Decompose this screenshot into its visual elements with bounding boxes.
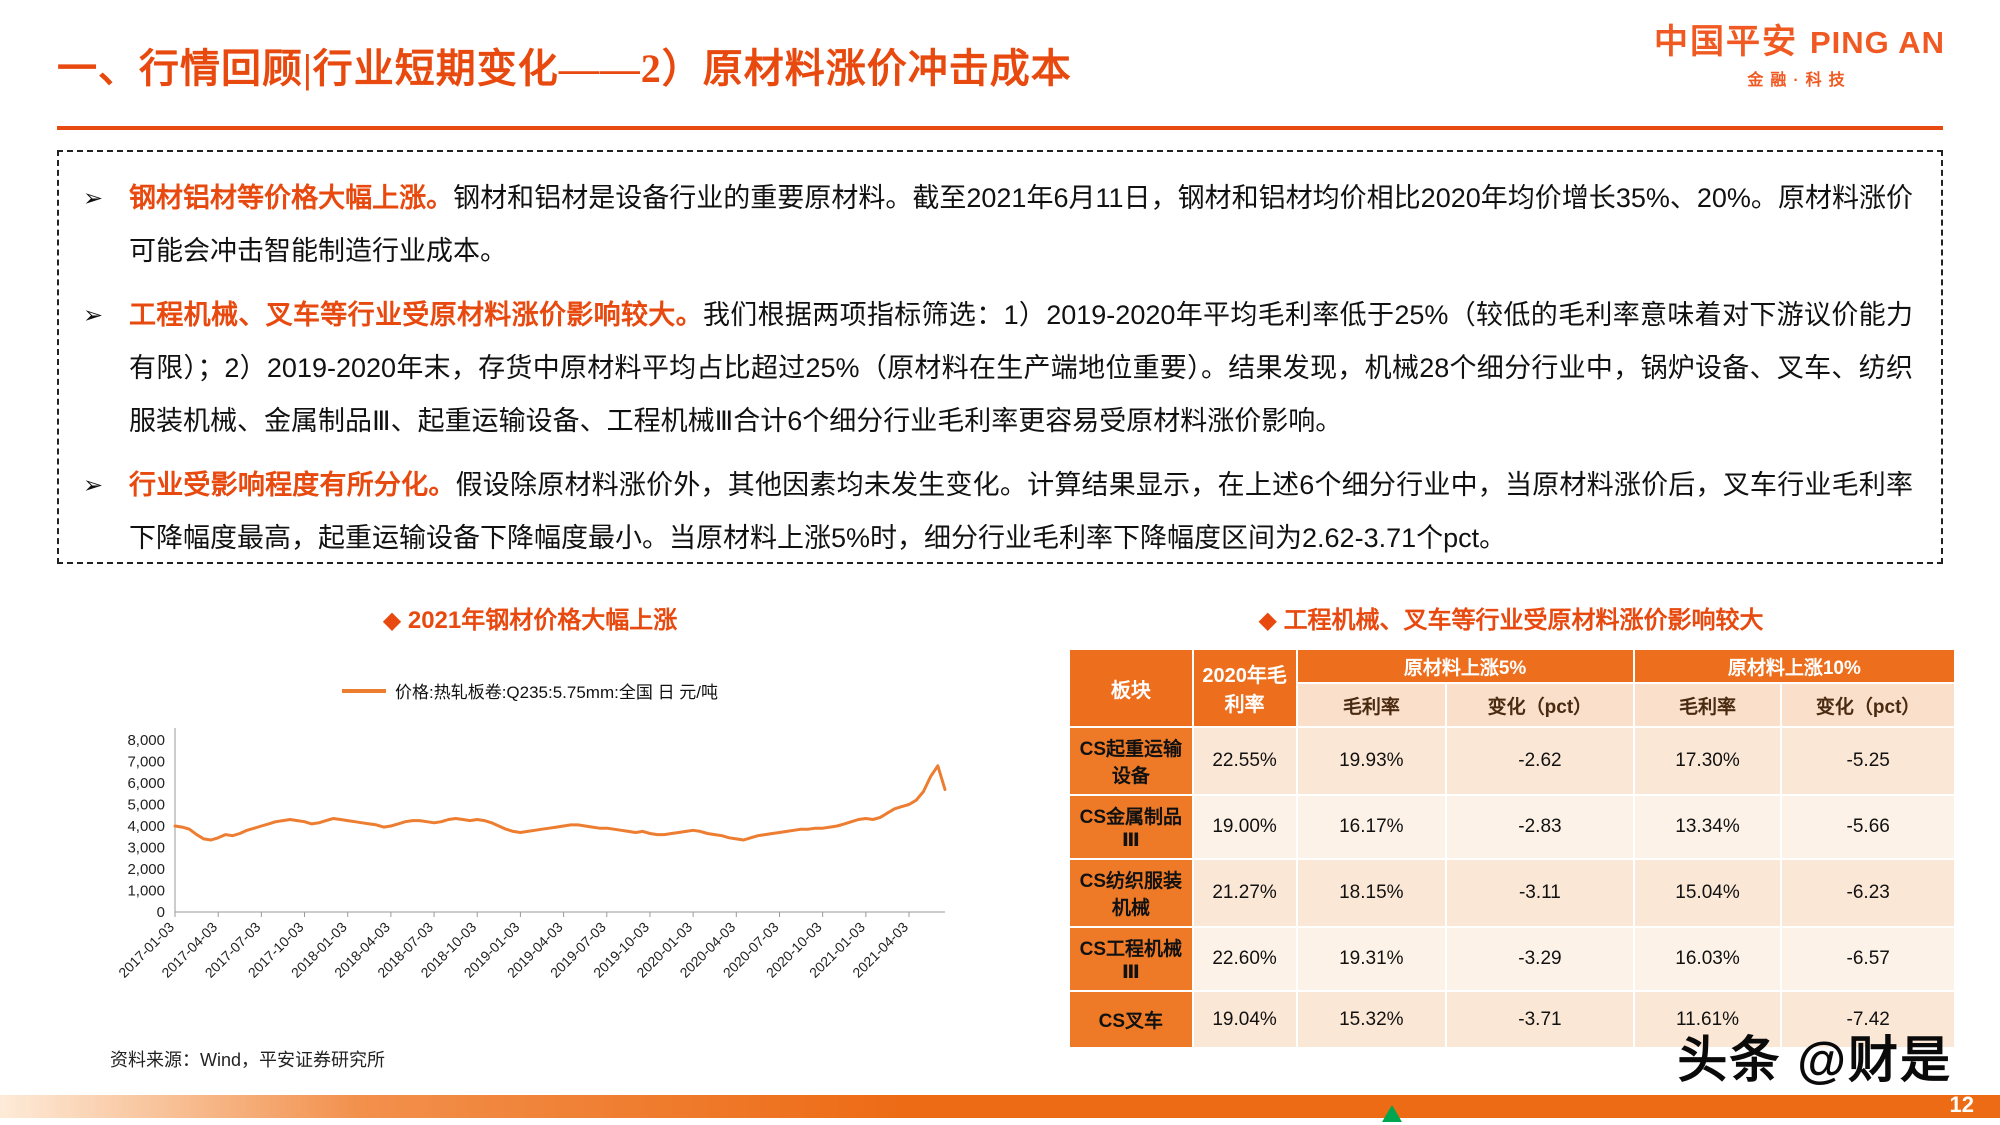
col-header-gm-5: 毛利率 xyxy=(1295,682,1448,728)
sector-name-cell: CS叉车 xyxy=(1068,990,1194,1049)
chg-up5-cell: -3.11 xyxy=(1445,858,1635,928)
gm-up5-cell: 19.31% xyxy=(1295,926,1448,992)
toutiao-watermark: 头条 @财是 xyxy=(1677,1032,1952,1088)
chg-up5-cell: -3.71 xyxy=(1445,990,1635,1049)
gm2020-cell: 21.27% xyxy=(1191,858,1298,928)
gm2020-cell: 19.00% xyxy=(1191,794,1298,860)
gm-up10-cell: 15.04% xyxy=(1632,858,1783,928)
col-header-sector: 板块 xyxy=(1068,648,1194,728)
col-header-chg-10: 变化（pct） xyxy=(1780,682,1956,728)
chart-title: ◆ 2021年钢材价格大幅上涨 xyxy=(382,607,678,634)
logo-subtitle: 金融·科技 xyxy=(1747,72,1852,89)
footer-bar xyxy=(0,1095,2000,1118)
table-row: CS叉车 19.04% 15.32% -3.71 11.61% -7.42 xyxy=(1068,990,1956,1049)
svg-text:7,000: 7,000 xyxy=(127,754,165,771)
svg-text:3,000: 3,000 xyxy=(127,840,165,857)
page-title: 一、行情回顾|行业短期变化——2）原材料涨价冲击成本 xyxy=(57,46,1072,91)
logo-en-text: PING AN xyxy=(1809,25,1945,60)
col-group-up10pct: 原材料上涨10% xyxy=(1632,648,1957,684)
bullet-item: ➢ 钢材铝材等价格大幅上涨。钢材和铝材是设备行业的重要原材料。截至2021年6月1… xyxy=(83,172,1913,277)
chg-up10-cell: -5.25 xyxy=(1780,726,1956,796)
sector-name-cell: CS纺织服装机械 xyxy=(1068,858,1194,928)
sector-name-cell: CS工程机械Ⅲ xyxy=(1068,926,1194,992)
table-row: CS工程机械Ⅲ 22.60% 19.31% -3.29 16.03% -6.57 xyxy=(1068,926,1956,992)
svg-text:1,000: 1,000 xyxy=(127,883,165,900)
table-row: CS金属制品Ⅲ 19.00% 16.17% -2.83 13.34% -5.66 xyxy=(1068,794,1956,860)
chg-up5-cell: -2.62 xyxy=(1445,726,1635,796)
bullet-arrow-icon: ➢ xyxy=(83,302,104,330)
logo-row: 中国平安 PING AN xyxy=(1654,14,1945,63)
page-number: 12 xyxy=(1949,1092,1974,1117)
chg-up10-cell: -5.66 xyxy=(1780,794,1956,860)
bullet-text: 工程机械、叉车等行业受原材料涨价影响较大。我们根据两项指标筛选：1）2019-2… xyxy=(129,300,1913,436)
svg-text:2,000: 2,000 xyxy=(127,861,165,878)
steel-price-line-chart: 0 1,000 2,000 3,000 4,000 5,000 6,000 7,000 8,00… xyxy=(115,728,947,981)
table-title: ◆ 工程机械、叉车等行业受原材料涨价影响较大 xyxy=(1258,607,1764,634)
table-row: CS纺织服装机械 21.27% 18.15% -3.11 15.04% -6.23 xyxy=(1068,858,1956,928)
legend-label: 价格:热轧板卷:Q235:5.75mm:全国 日 元/吨 xyxy=(394,683,719,702)
svg-text:4,000: 4,000 xyxy=(127,818,165,835)
chg-up5-cell: -3.29 xyxy=(1445,926,1635,992)
chg-up5-cell: -2.83 xyxy=(1445,794,1635,860)
summary-box: ➢ 钢材铝材等价格大幅上涨。钢材和铝材是设备行业的重要原材料。截至2021年6月1… xyxy=(57,150,1943,564)
impact-table: 板块 2020年毛利率 原材料上涨5% 原材料上涨10% 毛利率 变化（pct）… xyxy=(1068,648,1957,1049)
pingan-green-mark xyxy=(1382,1105,1402,1122)
svg-text:8,000: 8,000 xyxy=(127,732,165,749)
svg-text:0: 0 xyxy=(157,904,165,921)
gm-up10-cell: 16.03% xyxy=(1632,926,1783,992)
bullet-lead: 工程机械、叉车等行业受原材料涨价影响较大。 xyxy=(129,300,703,331)
source-note: 资料来源：Wind，平安证券研究所 xyxy=(110,1050,386,1070)
col-header-gm2020: 2020年毛利率 xyxy=(1191,648,1298,728)
gm-up5-cell: 19.93% xyxy=(1295,726,1448,796)
gm-up10-cell: 17.30% xyxy=(1632,726,1783,796)
gm2020-cell: 22.60% xyxy=(1191,926,1298,992)
svg-text:6,000: 6,000 xyxy=(127,775,165,792)
col-group-up5pct: 原材料上涨5% xyxy=(1295,648,1635,684)
chg-up10-cell: -6.23 xyxy=(1780,858,1956,928)
title-divider xyxy=(57,126,1943,130)
col-header-chg-5: 变化（pct） xyxy=(1445,682,1635,728)
chart-legend: 价格:热轧板卷:Q235:5.75mm:全国 日 元/吨 xyxy=(100,678,960,703)
impact-table-body: CS起重运输设备 22.55% 19.93% -2.62 17.30% -5.25 CS金属… xyxy=(1068,726,1956,1049)
bullet-item: ➢ 行业受影响程度有所分化。假设除原材料涨价外，其他因素均未发生变化。计算结果显示… xyxy=(83,459,1914,562)
sector-name-cell: CS起重运输设备 xyxy=(1068,726,1194,796)
gm-up10-cell: 13.34% xyxy=(1632,794,1783,860)
table-header-row-1: 板块 2020年毛利率 原材料上涨5% 原材料上涨10% xyxy=(1068,648,1957,728)
svg-text:5,000: 5,000 xyxy=(127,797,165,814)
pingan-logo: 中国平安 PING AN 金融·科技 xyxy=(1654,14,1945,90)
legend-line-swatch xyxy=(341,688,386,693)
col-header-gm-10: 毛利率 xyxy=(1632,682,1783,728)
bullet-lead: 行业受影响程度有所分化。 xyxy=(129,470,456,501)
bullet-text: 行业受影响程度有所分化。假设除原材料涨价外，其他因素均未发生变化。计算结果显示，… xyxy=(129,470,1914,553)
chg-up10-cell: -6.57 xyxy=(1780,926,1956,992)
gm2020-cell: 19.04% xyxy=(1191,990,1298,1049)
logo-cn-text: 中国平安 xyxy=(1653,23,1798,61)
gm-up10-cell: 11.61% xyxy=(1632,990,1783,1049)
gm2020-cell: 22.55% xyxy=(1191,726,1298,796)
sector-name-cell: CS金属制品Ⅲ xyxy=(1068,794,1194,860)
gm-up5-cell: 18.15% xyxy=(1295,858,1448,928)
chg-up10-cell: -7.42 xyxy=(1780,990,1956,1049)
table-header-row-2: 毛利率 变化（pct） 毛利率 变化（pct） xyxy=(1069,682,1956,728)
bullet-arrow-icon: ➢ xyxy=(83,185,104,212)
gm-up5-cell: 16.17% xyxy=(1295,794,1448,860)
bullet-item: ➢ 工程机械、叉车等行业受原材料涨价影响较大。我们根据两项指标筛选：1）2019-… xyxy=(83,289,1913,447)
table-row: CS起重运输设备 22.55% 19.93% -2.62 17.30% -5.25 xyxy=(1068,726,1956,796)
bullet-lead: 钢材铝材等价格大幅上涨。 xyxy=(129,183,454,213)
bullet-arrow-icon: ➢ xyxy=(83,472,104,500)
gm-up5-cell: 15.32% xyxy=(1295,990,1448,1049)
bullet-text: 钢材铝材等价格大幅上涨。钢材和铝材是设备行业的重要原材料。截至2021年6月11… xyxy=(129,183,1913,266)
